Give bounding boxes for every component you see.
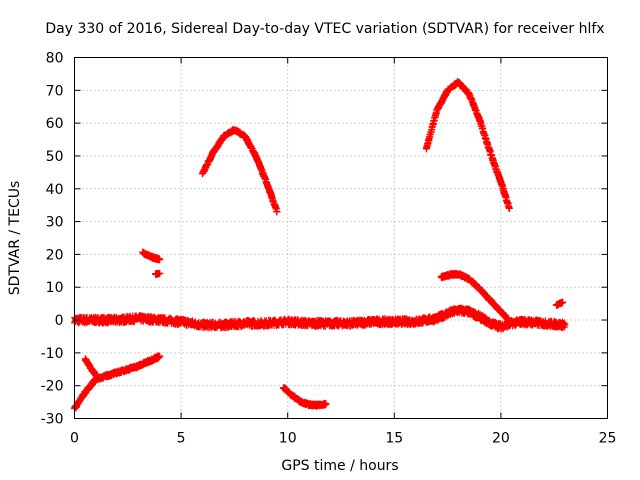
y-tick-label: -10 [41,346,64,362]
point-markers [437,269,511,323]
y-tick-label: 40 [46,182,64,198]
x-tick-label: 15 [385,431,403,447]
plot-frame [74,57,608,419]
x-axis-label: GPS time / hours [281,458,398,474]
y-tick-label: 0 [55,313,64,329]
y-tick-label: -20 [41,379,64,395]
y-tick-label: 70 [46,83,64,99]
y-tick-label: 30 [46,215,64,231]
y-tick-label: 10 [46,280,64,296]
y-tick-label: -30 [41,412,64,428]
x-tick-label: 20 [492,431,510,447]
series-mid-arc [437,269,511,323]
point-markers [152,269,164,279]
point-markers [198,126,281,216]
x-tick-label: 25 [599,431,617,447]
x-tick-label: 5 [177,431,186,447]
y-axis-label: SDTVAR / TECUs [7,181,23,296]
point-markers [139,248,164,264]
x-tick-label: 10 [279,431,297,447]
series-fragment-3 [552,298,567,309]
point-markers [552,298,567,309]
tick-labels: 0 5 10 15 20 25 -30 -20 -10 0 10 20 30 40 50 60 70 80 [41,51,617,447]
series-lower-ramp-2 [81,355,102,381]
series-arc-2 [422,78,513,212]
series-fragment-2 [152,269,164,279]
series-fragment-1 [139,248,164,264]
y-tick-label: 20 [46,247,64,263]
x-tick-label: 0 [70,431,79,447]
data-points [71,78,569,413]
point-markers [81,355,102,381]
series-lower-arc [279,384,330,410]
y-tick-label: 50 [46,149,64,165]
series-arc-1 [198,126,281,216]
chart-title: Day 330 of 2016, Sidereal Day-to-day VTE… [45,21,604,37]
y-tick-label: 60 [46,116,64,132]
axis-ticks [74,57,608,419]
point-markers [422,78,513,212]
grid [74,57,608,419]
y-tick-label: 80 [46,51,64,67]
point-markers [279,384,330,410]
